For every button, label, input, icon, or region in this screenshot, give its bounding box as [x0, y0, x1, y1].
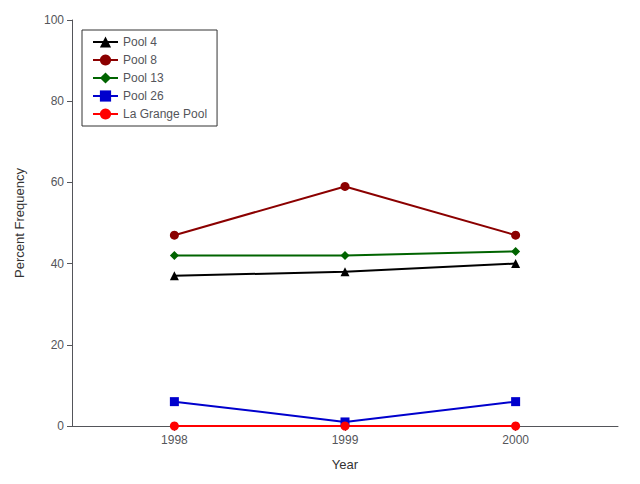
svg-text:Pool 26: Pool 26 — [123, 89, 164, 103]
svg-text:1999: 1999 — [332, 433, 359, 447]
svg-text:Percent Frequency: Percent Frequency — [12, 168, 27, 278]
svg-text:Year: Year — [332, 457, 359, 472]
svg-text:20: 20 — [51, 338, 65, 352]
svg-text:1998: 1998 — [161, 433, 188, 447]
svg-text:Pool 4: Pool 4 — [123, 35, 157, 49]
svg-text:2000: 2000 — [502, 433, 529, 447]
svg-text:100: 100 — [44, 13, 64, 27]
svg-text:0: 0 — [57, 419, 64, 433]
svg-text:40: 40 — [51, 257, 65, 271]
svg-text:Pool 8: Pool 8 — [123, 53, 157, 67]
svg-text:60: 60 — [51, 175, 65, 189]
svg-text:80: 80 — [51, 94, 65, 108]
svg-text:Pool 13: Pool 13 — [123, 71, 164, 85]
svg-text:La Grange Pool: La Grange Pool — [123, 107, 207, 121]
